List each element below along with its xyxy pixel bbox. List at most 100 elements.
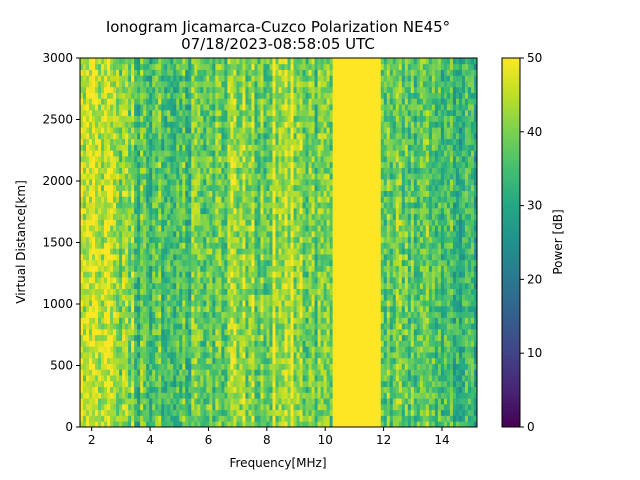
heatmap-cell (302, 259, 306, 266)
heatmap-cell (149, 109, 153, 117)
heatmap-cell (140, 132, 144, 140)
heatmap-cell (254, 81, 258, 88)
heatmap-cell (185, 144, 189, 151)
heatmap-cell (143, 392, 147, 399)
heatmap-cell (248, 363, 252, 370)
heatmap-cell (83, 386, 87, 393)
heatmap-cell (302, 392, 306, 399)
heatmap-cell (149, 98, 153, 105)
heatmap-cell (263, 225, 267, 232)
heatmap-cell (233, 230, 237, 238)
heatmap-cell (263, 132, 267, 140)
heatmap-cell (260, 63, 264, 70)
heatmap-cell (221, 248, 225, 255)
heatmap-cell (269, 196, 273, 203)
heatmap-cell (254, 98, 258, 105)
heatmap-cell (251, 236, 255, 243)
heatmap-cell (161, 357, 165, 364)
heatmap-cell (251, 386, 255, 393)
heatmap-cell (209, 317, 213, 324)
heatmap-cell (182, 317, 186, 324)
heatmap-cell (95, 282, 99, 290)
heatmap-cell (221, 86, 225, 93)
heatmap-cell (269, 369, 273, 376)
heatmap-cell (185, 230, 189, 238)
heatmap-cell (242, 282, 246, 290)
heatmap-cell (134, 179, 138, 186)
heatmap-cell (107, 213, 111, 220)
heatmap-cell (311, 277, 315, 284)
heatmap-cell (179, 161, 183, 168)
heatmap-cell (107, 375, 111, 382)
heatmap-cell (83, 63, 87, 70)
heatmap-cell (92, 271, 96, 278)
heatmap-cell (104, 104, 108, 111)
heatmap-cell (287, 282, 291, 290)
heatmap-cell (209, 156, 213, 163)
heatmap-cell (245, 115, 249, 122)
heatmap-cell (89, 196, 93, 203)
heatmap-cell (137, 230, 141, 238)
heatmap-cell (308, 375, 312, 382)
heatmap-cell (239, 288, 243, 295)
heatmap-cell (113, 225, 117, 232)
heatmap-cell (152, 202, 156, 209)
heatmap-cell (278, 380, 282, 388)
heatmap-cell (305, 150, 309, 157)
heatmap-cell (284, 346, 288, 353)
heatmap-cell (152, 58, 156, 65)
heatmap-cell (146, 121, 150, 128)
heatmap-cell (287, 196, 291, 203)
heatmap-cell (254, 415, 258, 422)
heatmap-cell (242, 409, 246, 416)
heatmap-cell (152, 190, 156, 197)
heatmap-cell (164, 323, 168, 330)
heatmap-cell (113, 392, 117, 399)
heatmap-cell (209, 138, 213, 145)
heatmap-cell (161, 352, 165, 359)
heatmap-cell (158, 127, 162, 134)
heatmap-cell (281, 271, 285, 278)
heatmap-cell (119, 398, 123, 405)
heatmap-cell (119, 179, 123, 186)
heatmap-cell (179, 409, 183, 416)
heatmap-cell (143, 161, 147, 168)
heatmap-cell (194, 398, 198, 405)
heatmap-cell (140, 300, 144, 307)
heatmap-cell (149, 403, 153, 411)
heatmap-cell (239, 300, 243, 307)
heatmap-cell (200, 196, 204, 203)
heatmap-cell (137, 190, 141, 197)
heatmap-cell (122, 202, 126, 209)
heatmap-cell (104, 317, 108, 324)
heatmap-cell (125, 138, 129, 145)
heatmap-cell (119, 86, 123, 93)
heatmap-cell (296, 219, 300, 226)
heatmap-cell (80, 138, 84, 145)
heatmap-cell (80, 254, 84, 261)
heatmap-cell (212, 403, 216, 411)
heatmap-cell (248, 294, 252, 301)
heatmap-cell (311, 75, 315, 82)
heatmap-cell (248, 115, 252, 122)
heatmap-cell (164, 421, 168, 427)
heatmap-cell (98, 415, 102, 422)
heatmap-cell (131, 421, 135, 427)
heatmap-cell (293, 75, 297, 82)
heatmap-cell (116, 167, 120, 174)
heatmap-cell (107, 207, 111, 215)
heatmap-cell (230, 127, 234, 134)
heatmap-cell (251, 69, 255, 76)
heatmap-cell (302, 115, 306, 122)
heatmap-cell (263, 121, 267, 128)
heatmap-cell (215, 317, 219, 324)
heatmap-cell (89, 190, 93, 197)
heatmap-cell (287, 346, 291, 353)
heatmap-cell (281, 259, 285, 266)
heatmap-cell (308, 242, 312, 249)
heatmap-cell (113, 415, 117, 422)
heatmap-cell (182, 300, 186, 307)
heatmap-cell (302, 294, 306, 301)
heatmap-cell (152, 144, 156, 151)
heatmap-cell (206, 127, 210, 134)
